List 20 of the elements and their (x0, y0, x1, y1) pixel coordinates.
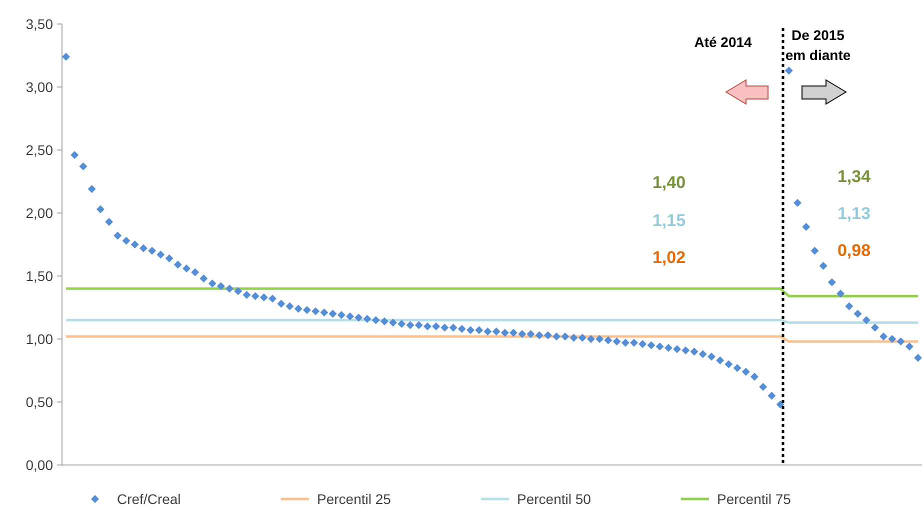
annotation: 0,98 (837, 241, 871, 260)
y-tick-label: 1,00 (26, 330, 54, 347)
legend-label: Cref/Creal (117, 491, 181, 507)
annotation: 1,13 (837, 204, 871, 223)
y-tick-label: 0,00 (26, 456, 54, 473)
legend-label: Percentil 25 (317, 491, 392, 507)
y-tick-label: 2,00 (26, 204, 54, 221)
annotation: 1,34 (837, 167, 872, 186)
y-tick-label: 0,50 (26, 394, 54, 410)
y-tick-label: 1,50 (26, 268, 54, 284)
legend-label: Percentil 50 (517, 491, 592, 507)
legend-label: Percentil 75 (717, 491, 792, 507)
annotation: 1,40 (652, 173, 686, 192)
y-tick-label: 2,50 (26, 142, 54, 158)
y-tick-label: 3,50 (26, 16, 54, 32)
annotation: 1,15 (652, 211, 686, 230)
annotation: De 2015 em diante (785, 27, 851, 63)
annotation: 1,02 (652, 248, 686, 267)
y-tick-label: 3,00 (26, 78, 54, 95)
annotation: Até 2014 (694, 34, 752, 50)
